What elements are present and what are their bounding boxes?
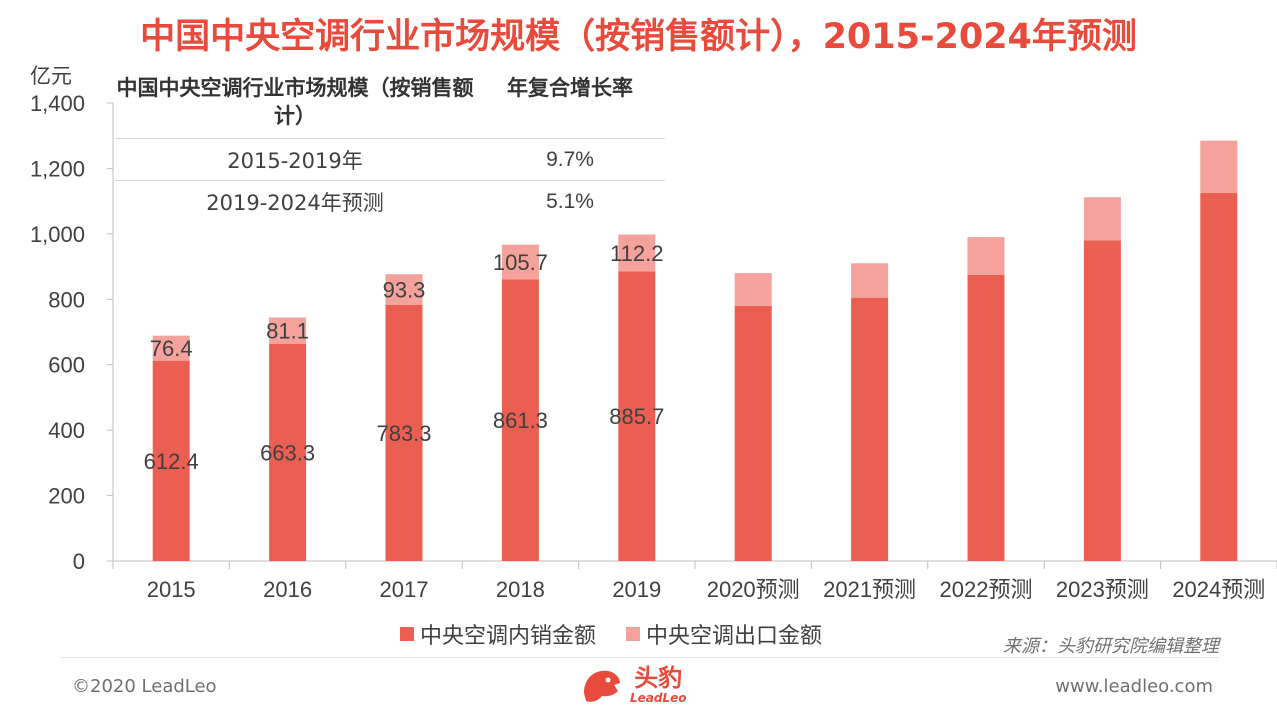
x-tick-label: 2017 [380,577,429,602]
summary-header-market-size: 中国中央空调行业市场规模（按销售额计） [116,76,474,128]
y-tick-label: 600 [48,353,85,378]
bar-export [501,244,539,280]
legend-item-domestic: 中央空调内销金额 [400,618,596,650]
summary-cagr: 5.1% [546,189,594,213]
copyright-text: ©2020 LeadLeo [72,676,217,697]
data-label-domestic: 783.3 [376,421,431,446]
x-tick-label: 2022预测 [940,577,1033,602]
summary-header-cagr: 年复合增长率 [507,76,633,100]
y-tick-label: 400 [48,418,85,443]
summary-row: 2019-2024年预测 5.1% [115,180,665,222]
data-label-domestic: 663.3 [260,441,315,466]
chart-legend: 中央空调内销金额 中央空调出口金额 [400,618,852,650]
legend-swatch-domestic [400,627,414,641]
y-tick-label: 1,200 [30,156,85,181]
x-tick-label: 2023预测 [1056,577,1149,602]
leadleo-logo: 头豹 LeadLeo [580,663,687,707]
legend-label-domestic: 中央空调内销金额 [420,624,597,649]
data-label-domestic: 885.7 [609,404,664,429]
data-label-export: 112.2 [610,241,663,266]
legend-swatch-export [626,627,641,641]
x-tick-label: 2018 [496,577,545,602]
y-tick-label: 1,000 [30,222,85,247]
bar-export [851,263,889,298]
bar-domestic [152,360,190,561]
bar-domestic [269,344,307,561]
x-tick-label: 2024预测 [1172,577,1265,602]
data-label-domestic: 612.4 [144,449,199,474]
logo-en-text: LeadLeo [630,691,687,705]
data-label-export: 76.4 [150,336,193,361]
footer-divider [60,657,1219,658]
x-tick-label: 2019 [612,577,661,602]
data-label-export: 93.3 [383,277,426,302]
y-tick-label: 1,400 [30,91,85,116]
leopard-logo-icon [584,670,620,702]
bar-export [152,335,190,361]
bar-domestic [501,279,539,561]
x-tick-label: 2015 [147,577,196,602]
bar-export [269,317,307,345]
bar-domestic [851,297,889,561]
legend-label-export: 中央空调出口金额 [646,624,823,649]
y-tick-label: 200 [48,484,85,509]
y-axis-unit: 亿元 [30,64,72,88]
bar-domestic [1083,240,1121,561]
bar-domestic [734,305,772,561]
cagr-summary-table: 中国中央空调行业市场规模（按销售额计） 年复合增长率 2015-2019年 9.… [115,72,665,222]
bar-export [734,273,772,306]
data-label-domestic: 861.3 [493,408,548,433]
data-label-export: 105.7 [493,250,548,275]
bar-domestic [1200,192,1238,561]
bar-export [385,274,423,305]
x-tick-label: 2021预测 [823,577,916,602]
data-label-export: 81.1 [266,319,309,344]
bar-export [967,237,1005,275]
summary-period: 2015-2019年 [227,148,363,173]
x-tick-label: 2020预测 [707,577,800,602]
legend-item-export: 中央空调出口金额 [626,618,822,650]
x-tick-label: 2016 [263,577,312,602]
summary-period: 2019-2024年预测 [206,190,384,215]
y-tick-label: 0 [73,549,85,574]
website-link[interactable]: www.leadleo.com [1055,676,1213,697]
bar-export [1200,140,1238,193]
bar-domestic [385,304,423,561]
summary-header: 中国中央空调行业市场规模（按销售额计） 年复合增长率 [115,72,665,130]
bar-export [618,234,656,272]
logo-cn-text: 头豹 [634,664,683,692]
summary-row: 2015-2019年 9.7% [115,138,665,180]
bar-domestic [967,274,1005,561]
bar-export [1083,197,1121,241]
y-tick-label: 800 [48,287,85,312]
bar-domestic [618,271,656,561]
source-note: 来源：头豹研究院编辑整理 [1003,636,1219,657]
chart-title: 中国中央空调行业市场规模（按销售额计），2015-2024年预测 [140,17,1137,57]
summary-cagr: 9.7% [546,147,594,171]
